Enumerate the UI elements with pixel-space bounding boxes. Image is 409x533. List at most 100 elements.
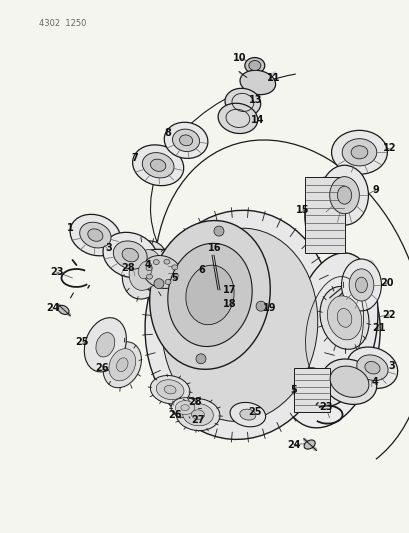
Text: 1: 1 bbox=[67, 223, 74, 233]
Ellipse shape bbox=[355, 277, 366, 293]
Text: 23: 23 bbox=[318, 402, 332, 411]
Ellipse shape bbox=[167, 260, 202, 304]
Ellipse shape bbox=[176, 399, 219, 431]
Ellipse shape bbox=[180, 405, 189, 410]
Text: 3: 3 bbox=[105, 243, 111, 253]
Ellipse shape bbox=[132, 145, 183, 185]
Ellipse shape bbox=[70, 214, 120, 256]
Ellipse shape bbox=[346, 347, 397, 389]
Text: 6: 6 bbox=[198, 265, 205, 275]
Ellipse shape bbox=[88, 229, 103, 241]
Text: 14: 14 bbox=[250, 115, 264, 125]
Text: 25: 25 bbox=[247, 407, 261, 417]
Text: 5: 5 bbox=[171, 273, 178, 283]
Ellipse shape bbox=[290, 253, 377, 407]
Ellipse shape bbox=[329, 366, 368, 397]
Text: 9: 9 bbox=[371, 185, 378, 195]
Ellipse shape bbox=[196, 354, 205, 364]
FancyBboxPatch shape bbox=[304, 177, 344, 253]
Ellipse shape bbox=[319, 286, 368, 349]
Ellipse shape bbox=[329, 176, 358, 214]
Text: 28: 28 bbox=[188, 397, 201, 407]
Text: 11: 11 bbox=[266, 74, 280, 84]
Ellipse shape bbox=[331, 131, 387, 174]
Ellipse shape bbox=[185, 265, 234, 325]
Ellipse shape bbox=[336, 309, 351, 327]
Ellipse shape bbox=[162, 228, 317, 422]
Ellipse shape bbox=[182, 403, 213, 426]
Text: 8: 8 bbox=[164, 128, 171, 139]
Ellipse shape bbox=[109, 349, 135, 381]
Ellipse shape bbox=[303, 440, 315, 449]
Ellipse shape bbox=[348, 269, 373, 301]
Ellipse shape bbox=[218, 103, 257, 134]
Ellipse shape bbox=[150, 375, 189, 404]
Ellipse shape bbox=[356, 355, 387, 381]
Ellipse shape bbox=[153, 260, 159, 264]
Text: 20: 20 bbox=[380, 278, 393, 288]
Ellipse shape bbox=[138, 261, 152, 279]
Ellipse shape bbox=[350, 146, 367, 159]
Text: 4302  1250: 4302 1250 bbox=[38, 19, 86, 28]
Text: 16: 16 bbox=[208, 243, 221, 253]
Ellipse shape bbox=[146, 274, 152, 279]
Ellipse shape bbox=[293, 368, 329, 411]
Ellipse shape bbox=[179, 135, 192, 146]
Ellipse shape bbox=[129, 249, 161, 290]
Text: 23: 23 bbox=[49, 267, 63, 277]
Ellipse shape bbox=[164, 259, 169, 264]
Text: 19: 19 bbox=[263, 303, 276, 313]
Ellipse shape bbox=[164, 122, 207, 158]
Ellipse shape bbox=[295, 296, 363, 403]
Ellipse shape bbox=[149, 221, 270, 369]
Text: 17: 17 bbox=[222, 285, 236, 295]
Ellipse shape bbox=[304, 177, 344, 253]
Ellipse shape bbox=[150, 159, 165, 172]
Ellipse shape bbox=[337, 186, 351, 204]
Ellipse shape bbox=[122, 248, 138, 262]
Ellipse shape bbox=[191, 410, 204, 419]
Ellipse shape bbox=[167, 244, 252, 346]
Ellipse shape bbox=[156, 379, 184, 400]
Ellipse shape bbox=[171, 265, 178, 270]
Text: 21: 21 bbox=[372, 323, 385, 333]
Ellipse shape bbox=[142, 152, 173, 178]
Ellipse shape bbox=[171, 398, 198, 417]
Ellipse shape bbox=[96, 333, 115, 357]
Ellipse shape bbox=[135, 249, 189, 295]
Ellipse shape bbox=[213, 226, 223, 236]
Text: 27: 27 bbox=[191, 415, 204, 425]
Ellipse shape bbox=[172, 273, 178, 278]
Text: 28: 28 bbox=[121, 263, 135, 273]
Ellipse shape bbox=[113, 241, 147, 269]
Ellipse shape bbox=[364, 361, 379, 374]
Ellipse shape bbox=[321, 359, 376, 405]
Ellipse shape bbox=[278, 272, 379, 428]
Text: 4: 4 bbox=[144, 260, 151, 270]
Ellipse shape bbox=[103, 232, 157, 278]
Text: 22: 22 bbox=[382, 310, 395, 320]
Ellipse shape bbox=[146, 266, 152, 271]
Ellipse shape bbox=[79, 222, 111, 248]
Ellipse shape bbox=[116, 358, 128, 372]
Ellipse shape bbox=[103, 342, 141, 387]
Ellipse shape bbox=[122, 241, 168, 299]
Text: 26: 26 bbox=[95, 363, 109, 373]
Ellipse shape bbox=[255, 301, 265, 311]
Ellipse shape bbox=[229, 402, 265, 427]
Text: 13: 13 bbox=[249, 95, 262, 106]
Ellipse shape bbox=[175, 401, 194, 415]
Ellipse shape bbox=[244, 58, 264, 74]
Text: 15: 15 bbox=[295, 205, 309, 215]
Ellipse shape bbox=[165, 279, 171, 285]
Text: 18: 18 bbox=[222, 299, 236, 309]
Text: 24: 24 bbox=[286, 440, 300, 449]
Text: 5: 5 bbox=[290, 385, 297, 394]
Ellipse shape bbox=[154, 280, 160, 285]
Ellipse shape bbox=[326, 296, 361, 340]
Ellipse shape bbox=[142, 255, 181, 288]
Ellipse shape bbox=[58, 305, 69, 314]
Ellipse shape bbox=[172, 129, 199, 151]
Ellipse shape bbox=[145, 211, 334, 439]
Ellipse shape bbox=[239, 70, 275, 95]
